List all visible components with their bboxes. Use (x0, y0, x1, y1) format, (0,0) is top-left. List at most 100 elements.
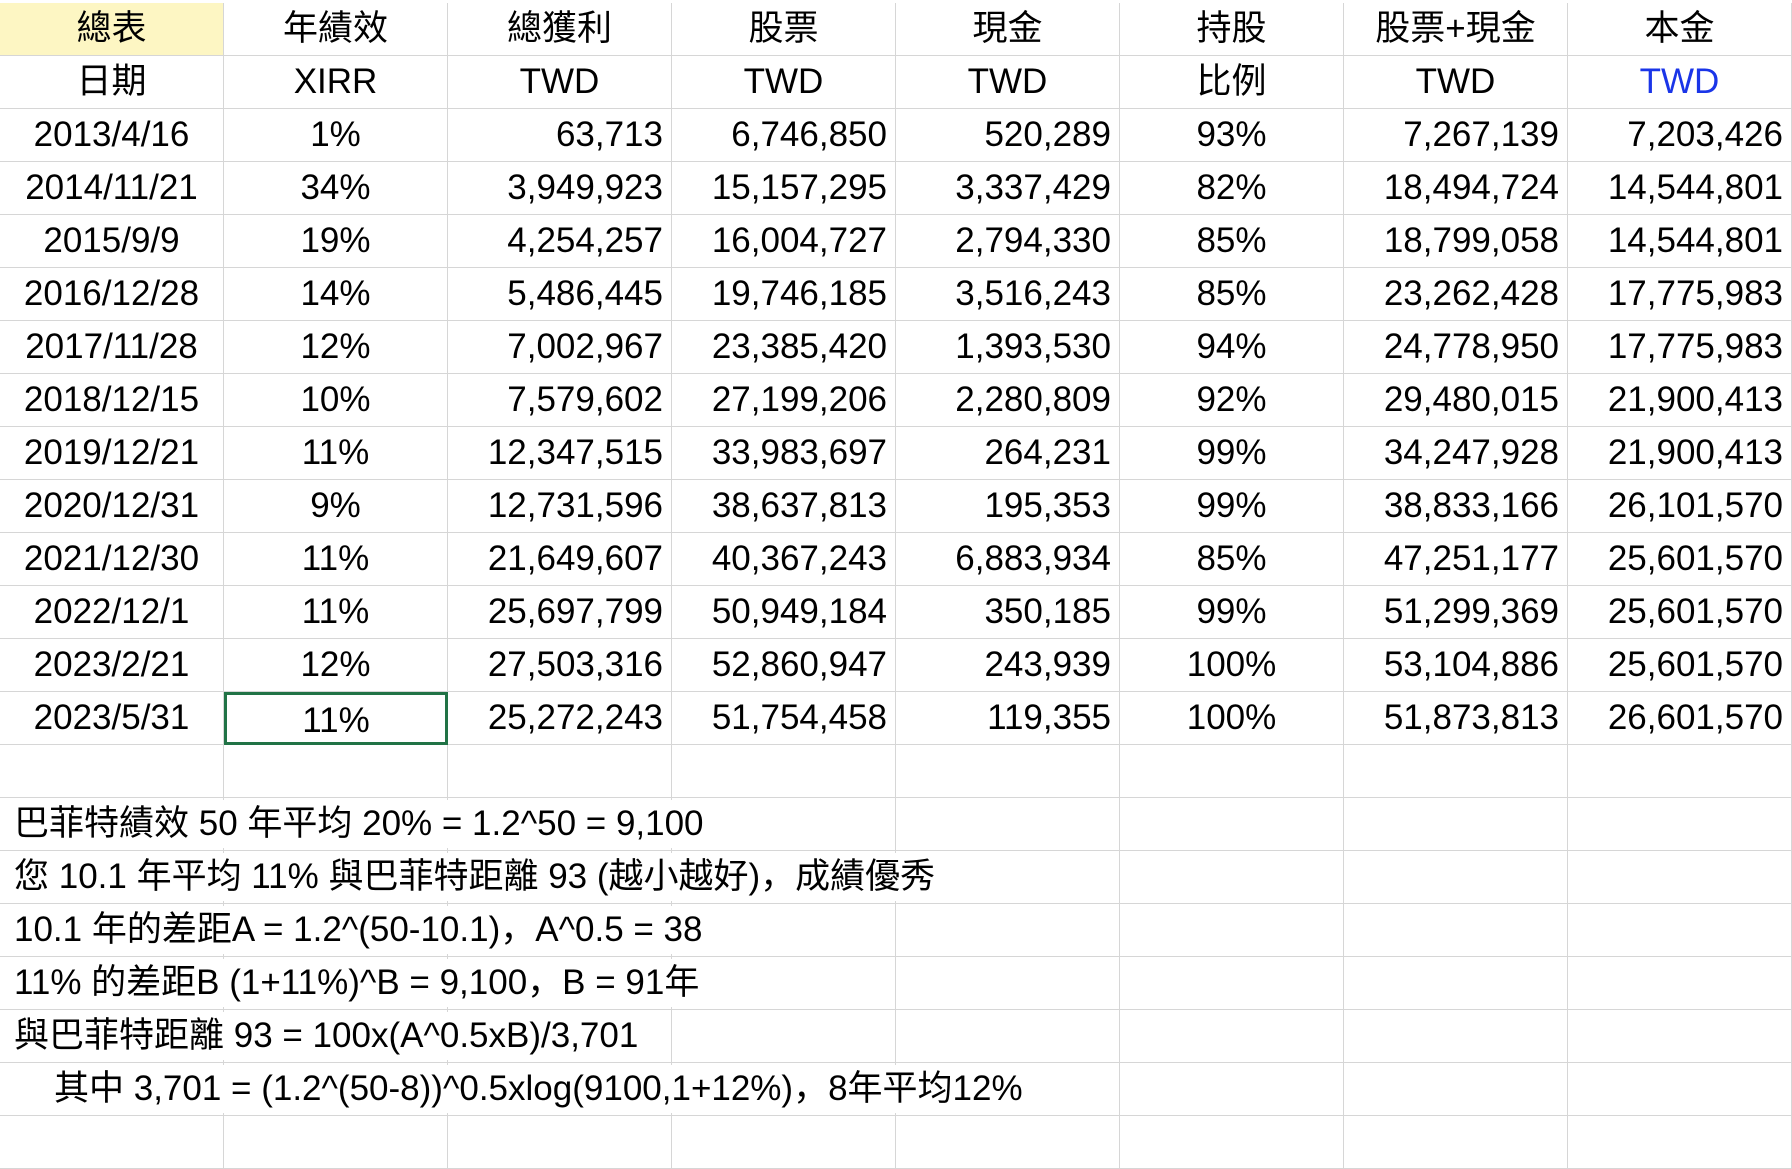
data-cell: 119,355 (896, 692, 1120, 745)
data-cell: 25,601,570 (1568, 533, 1792, 586)
data-cell: 5,486,445 (448, 268, 672, 321)
data-cell: 33,983,697 (672, 427, 896, 480)
data-cell: 14,544,801 (1568, 215, 1792, 268)
empty-cell (1568, 904, 1792, 957)
empty-cell (448, 1116, 672, 1169)
data-cell: 21,900,413 (1568, 374, 1792, 427)
data-cell: 99% (1120, 586, 1344, 639)
data-cell: 23,385,420 (672, 321, 896, 374)
data-cell: 94% (1120, 321, 1344, 374)
empty-cell (1568, 851, 1792, 904)
empty-cell (1568, 1010, 1792, 1063)
data-cell: 21,649,607 (448, 533, 672, 586)
data-cell: 51,873,813 (1344, 692, 1568, 745)
empty-cell (1120, 1063, 1344, 1116)
header-cell: 股票 (672, 3, 896, 56)
data-cell: 520,289 (896, 109, 1120, 162)
data-cell: 25,697,799 (448, 586, 672, 639)
data-cell: 2017/11/28 (0, 321, 224, 374)
data-cell: 26,601,570 (1568, 692, 1792, 745)
note-text: 10.1 年的差距A = 1.2^(50-10.1)，A^0.5 = 38 (0, 906, 709, 954)
data-cell: 16,004,727 (672, 215, 896, 268)
empty-cell (672, 904, 896, 957)
empty-cell (1120, 1116, 1344, 1169)
data-cell: 38,833,166 (1344, 480, 1568, 533)
empty-cell (1120, 957, 1344, 1010)
empty-cell (896, 1063, 1120, 1116)
data-cell: 14% (224, 268, 448, 321)
empty-cell (896, 851, 1120, 904)
note-text: 巴菲特績效 50 年平均 20% = 1.2^50 = 9,100 (0, 800, 710, 848)
data-cell: 19% (224, 215, 448, 268)
empty-cell (1568, 957, 1792, 1010)
data-cell: 350,185 (896, 586, 1120, 639)
empty-cell (1344, 1116, 1568, 1169)
data-cell: 7,203,426 (1568, 109, 1792, 162)
header-cell: 年績效 (224, 3, 448, 56)
empty-cell (1344, 851, 1568, 904)
data-cell: 6,883,934 (896, 533, 1120, 586)
data-cell: 51,754,458 (672, 692, 896, 745)
data-cell: 85% (1120, 215, 1344, 268)
header-cell: TWD (448, 56, 672, 109)
data-cell: 1,393,530 (896, 321, 1120, 374)
empty-cell (1344, 1010, 1568, 1063)
data-cell: 21,900,413 (1568, 427, 1792, 480)
empty-cell (1568, 798, 1792, 851)
empty-cell (896, 957, 1120, 1010)
data-cell: 3,949,923 (448, 162, 672, 215)
data-cell: 2022/12/1 (0, 586, 224, 639)
data-cell: 17,775,983 (1568, 321, 1792, 374)
data-cell: 2015/9/9 (0, 215, 224, 268)
data-cell: 82% (1120, 162, 1344, 215)
empty-cell (672, 1010, 896, 1063)
data-cell: 63,713 (448, 109, 672, 162)
data-cell: 18,494,724 (1344, 162, 1568, 215)
data-cell: 34,247,928 (1344, 427, 1568, 480)
note-text: 您 10.1 年平均 11% 與巴菲特距離 93 (越小越好)，成績優秀 (0, 853, 942, 901)
empty-cell (448, 745, 672, 798)
data-cell: 12,347,515 (448, 427, 672, 480)
header-cell: 總表 (0, 3, 224, 56)
data-cell: 7,267,139 (1344, 109, 1568, 162)
data-cell: 18,799,058 (1344, 215, 1568, 268)
data-cell: 3,337,429 (896, 162, 1120, 215)
data-cell: 1% (224, 109, 448, 162)
empty-cell (672, 798, 896, 851)
data-cell: 40,367,243 (672, 533, 896, 586)
empty-cell (896, 904, 1120, 957)
data-cell: 2023/5/31 (0, 692, 224, 745)
data-cell: 12% (224, 321, 448, 374)
empty-cell (672, 745, 896, 798)
empty-cell (1568, 1063, 1792, 1116)
empty-cell (1344, 745, 1568, 798)
empty-cell (1568, 745, 1792, 798)
empty-cell (1120, 798, 1344, 851)
empty-cell (1344, 904, 1568, 957)
data-cell: 3,516,243 (896, 268, 1120, 321)
data-cell: 6,746,850 (672, 109, 896, 162)
data-cell: 2023/2/21 (0, 639, 224, 692)
data-cell: 53,104,886 (1344, 639, 1568, 692)
data-cell: 19,746,185 (672, 268, 896, 321)
empty-cell (896, 1116, 1120, 1169)
data-cell: 85% (1120, 268, 1344, 321)
data-cell: 2,794,330 (896, 215, 1120, 268)
empty-cell (896, 1010, 1120, 1063)
header-cell: 現金 (896, 3, 1120, 56)
empty-cell (896, 798, 1120, 851)
header-cell: 日期 (0, 56, 224, 109)
data-cell: 27,199,206 (672, 374, 896, 427)
data-cell: 38,637,813 (672, 480, 896, 533)
header-cell: 比例 (1120, 56, 1344, 109)
data-cell: 2018/12/15 (0, 374, 224, 427)
data-cell: 11% (224, 533, 448, 586)
data-cell: 2013/4/16 (0, 109, 224, 162)
data-cell: 11% (224, 586, 448, 639)
data-cell: 7,002,967 (448, 321, 672, 374)
data-cell: 2021/12/30 (0, 533, 224, 586)
header-cell: TWD (672, 56, 896, 109)
data-cell: 99% (1120, 427, 1344, 480)
note-text: 11% 的差距B (1+11%)^B = 9,100，B = 91年 (0, 959, 706, 1007)
data-cell: 11% (224, 692, 448, 745)
